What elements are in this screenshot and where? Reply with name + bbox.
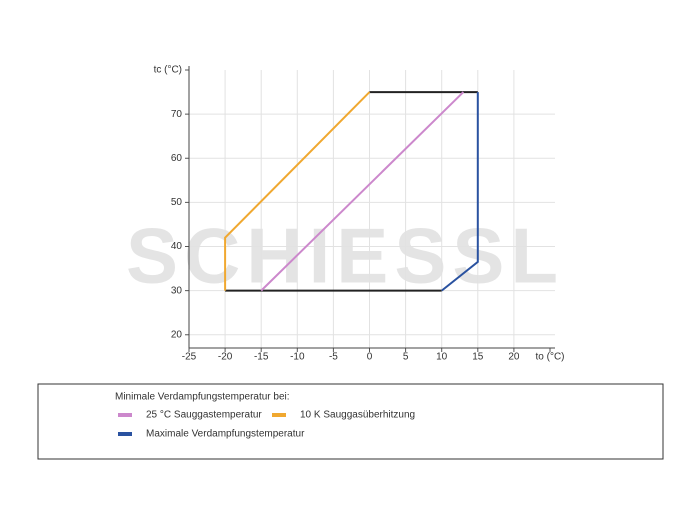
series-line bbox=[441, 92, 479, 292]
watermark: SCHIESSL bbox=[126, 212, 564, 300]
x-tick-label: 15 bbox=[472, 352, 484, 363]
legend-swatch bbox=[118, 432, 132, 436]
legend-swatch bbox=[118, 413, 132, 417]
x-tick-label: 20 bbox=[508, 352, 520, 363]
y-tick-label: 50 bbox=[171, 197, 183, 208]
x-tick-label: -15 bbox=[254, 352, 269, 363]
x-tick-label: -10 bbox=[290, 352, 305, 363]
boundary-line bbox=[225, 91, 478, 292]
x-tick-label: 0 bbox=[367, 352, 373, 363]
legend-swatch bbox=[272, 413, 286, 417]
legend-title: Minimale Verdampfungstemperatur bei: bbox=[115, 392, 290, 403]
x-tick-label: 10 bbox=[436, 352, 448, 363]
y-tick-label: 70 bbox=[171, 109, 183, 120]
x-tick-label: to (°C) bbox=[536, 352, 565, 363]
y-tick-label: 30 bbox=[171, 285, 183, 296]
series-line bbox=[224, 91, 371, 291]
x-tick-label: -20 bbox=[218, 352, 233, 363]
y-tick-label: 60 bbox=[171, 153, 183, 164]
series-line bbox=[260, 91, 465, 292]
x-tick-label: -25 bbox=[182, 352, 197, 363]
legend-label: Maximale Verdampfungstemperatur bbox=[146, 429, 305, 440]
y-tick-label: 20 bbox=[171, 329, 183, 340]
legend-label: 25 °C Sauggastemperatur bbox=[146, 410, 262, 421]
y-tick-label: 40 bbox=[171, 241, 183, 252]
legend-box bbox=[37, 383, 664, 460]
x-tick-label: 5 bbox=[403, 352, 409, 363]
x-tick-label: -5 bbox=[329, 352, 338, 363]
legend-label: 10 K Sauggasüberhitzung bbox=[300, 410, 415, 421]
y-tick-label: tc (°C) bbox=[154, 65, 182, 76]
